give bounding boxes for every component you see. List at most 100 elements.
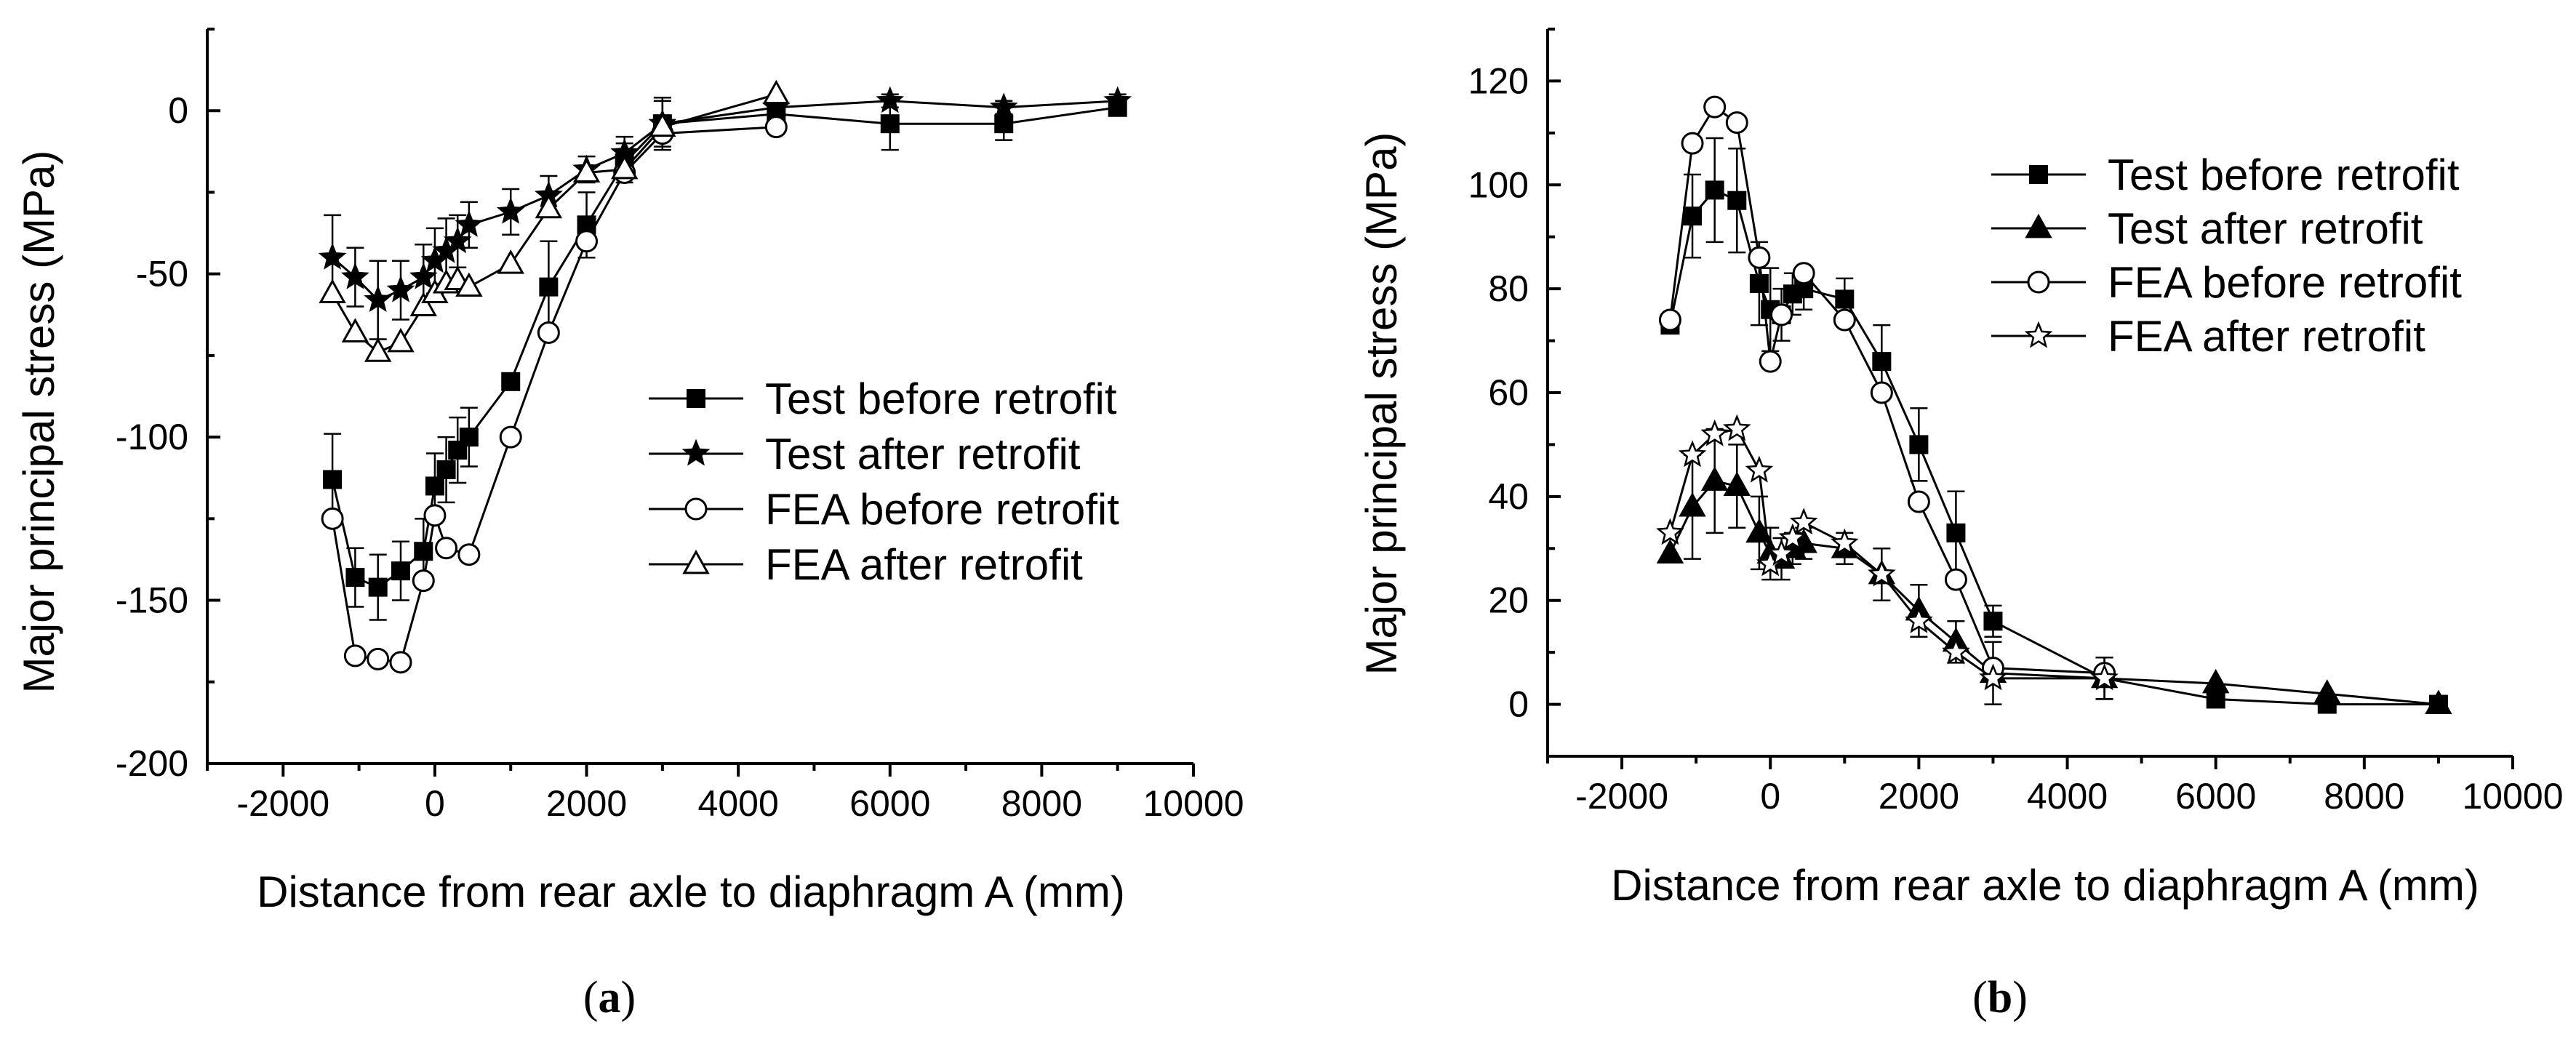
legend-marker: [2029, 165, 2048, 184]
legend-label: Test after retrofit: [765, 430, 1081, 478]
chart-b-y-tick-label: 100: [1468, 164, 1529, 205]
data-point: [345, 568, 365, 588]
chart-panel-a: -2000 0 2000 4000 6000 8000 10000 -200 -150 -100 -…: [15, 28, 1244, 1022]
data-point: [1770, 303, 1793, 326]
data-point: [1658, 308, 1681, 332]
data-point: [649, 112, 676, 137]
chart-a-x-tick-label: 8000: [1001, 783, 1082, 824]
legend-label: Test before retrofit: [765, 374, 1117, 423]
data-point: [1679, 492, 1706, 517]
data-point: [318, 242, 347, 270]
chart-b-y-tick-label: 20: [1488, 580, 1529, 621]
data-point: [1870, 381, 1893, 404]
data-point: [1942, 637, 1970, 665]
data-point: [1727, 191, 1747, 210]
data-point: [1833, 308, 1856, 332]
chart-a-ticks: -2000 0 2000 4000 6000 8000 10000 -200 -150 -100 -…: [116, 28, 1244, 824]
data-point: [323, 470, 343, 489]
legend-item: FEA before retrofit: [649, 485, 1119, 534]
data-point: [1830, 528, 1859, 556]
data-point: [539, 277, 559, 297]
data-point: [367, 647, 390, 670]
data-point: [764, 116, 788, 139]
data-point: [2090, 663, 2119, 691]
data-point: [1705, 180, 1724, 200]
series-fea-after-retrofit: [1656, 414, 2119, 691]
data-point: [443, 226, 472, 254]
data-point: [1700, 419, 1729, 446]
data-point: [1656, 518, 1684, 545]
chart-a-y-tick-label: -50: [136, 254, 188, 294]
data-point: [762, 79, 791, 105]
chart-a-y-axis-title: Major principal stress (MPa): [15, 151, 63, 694]
data-point: [436, 460, 456, 479]
chart-a-x-axis-title: Distance from rear axle to diaphragm A (…: [257, 867, 1125, 916]
data-point: [1909, 435, 1929, 454]
data-point: [412, 569, 435, 593]
data-point: [537, 321, 560, 344]
legend-label: FEA before retrofit: [2108, 258, 2462, 307]
data-point: [343, 644, 367, 668]
chart-a-y-tick-label: -200: [116, 743, 188, 784]
chart-b-y-tick-label: 0: [1508, 684, 1529, 725]
data-point: [501, 372, 521, 391]
legend-item: FEA after retrofit: [649, 540, 1083, 589]
legend-marker: [2025, 213, 2052, 239]
data-point: [409, 262, 438, 289]
chart-a-legend: Test before retrofit Test after retrofit F…: [649, 374, 1119, 589]
data-point: [1789, 508, 1818, 534]
legend-marker: [681, 438, 711, 466]
chart-a-x-tick-label: 10000: [1143, 783, 1244, 824]
data-point: [1103, 86, 1132, 113]
data-point: [321, 507, 344, 530]
data-point: [1681, 132, 1704, 155]
legend-item: Test after retrofit: [649, 430, 1081, 478]
legend-marker: [682, 549, 710, 574]
chart-b-panel-letter: b: [1988, 973, 2012, 1022]
data-point: [876, 86, 905, 113]
chart-panel-b: -2000 0 2000 4000 6000 8000 10000 0 20 40 60 80 100 1…: [1357, 28, 2564, 1022]
chart-a-panel-letter: a: [599, 973, 621, 1022]
data-point: [1656, 539, 1684, 564]
legend-marker: [2024, 321, 2053, 348]
data-point: [1905, 606, 1933, 633]
data-point: [1907, 490, 1930, 513]
chart-b-x-axis-title: Distance from rear axle to diaphragm A (…: [1611, 861, 2479, 910]
chart-a-y-tick-label: 0: [168, 90, 188, 131]
data-point: [1748, 246, 1771, 269]
data-point: [1700, 466, 1729, 491]
legend-item: Test after retrofit: [1991, 204, 2423, 253]
chart-b-x-tick-label: 10000: [2462, 776, 2563, 817]
data-point: [496, 197, 525, 224]
data-point: [409, 292, 437, 316]
data-point: [341, 318, 369, 342]
legend-label: FEA before retrofit: [765, 485, 1119, 534]
data-point: [1749, 274, 1769, 293]
chart-a-series: [318, 79, 1132, 674]
data-point: [1683, 207, 1703, 226]
chart-b-panel-label: (b): [1972, 973, 2028, 1022]
chart-b-x-tick-label: 4000: [2027, 776, 2108, 817]
data-point: [1759, 350, 1782, 373]
data-point: [1678, 440, 1707, 468]
data-point: [1745, 518, 1773, 543]
data-point: [1835, 289, 1855, 309]
data-point: [535, 193, 563, 219]
chart-a-panel-label: (a): [583, 973, 636, 1022]
legend-item: Test before retrofit: [649, 374, 1117, 423]
legend-marker: [2027, 270, 2050, 294]
data-point: [989, 92, 1018, 120]
data-point: [2313, 679, 2341, 704]
data-point: [368, 577, 388, 597]
chart-b-x-tick-label: -2000: [1575, 776, 1668, 817]
data-point: [499, 425, 522, 449]
chart-b-legend: Test before retrofit Test after retrofit F…: [1991, 151, 2462, 361]
legend-label: FEA after retrofit: [765, 540, 1083, 589]
chart-b-x-tick-label: 6000: [2175, 776, 2256, 817]
data-point: [1767, 539, 1796, 566]
series-fea-before-retrofit: [1658, 95, 2116, 685]
legend-item: Test before retrofit: [1991, 151, 2460, 199]
data-point: [386, 275, 415, 302]
data-point: [391, 561, 410, 581]
legend-label: Test before retrofit: [2108, 151, 2460, 199]
